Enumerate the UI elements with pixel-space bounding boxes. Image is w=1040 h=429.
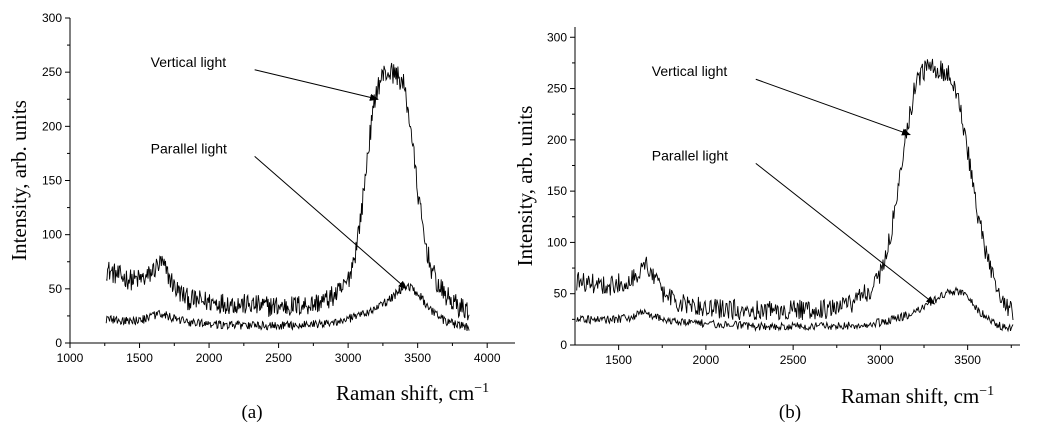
annotation-parallel-light: Parallel light (151, 140, 227, 156)
x-axis-title: Raman shift, cm−1 (841, 384, 994, 408)
annotation-vertical-light: Vertical light (652, 63, 728, 79)
chart-panel-a: 0 50 100 150 200 250 300 1000 1500 2000 2500 3000 35… (7, 11, 515, 423)
panel-label: (a) (241, 402, 262, 423)
y-axis-title: Intensity, arb. units (513, 106, 537, 267)
y-tick-label: 250 (42, 65, 62, 79)
annotation-arrow (254, 156, 408, 290)
y-tick-label: 50 (554, 287, 568, 301)
y-tick-label: 100 (547, 235, 567, 249)
x-tick-label: 3500 (404, 351, 431, 365)
annotation-vertical-light: Vertical light (151, 54, 227, 70)
y-tick-label: 250 (547, 82, 567, 96)
x-tick-label: 1500 (126, 351, 153, 365)
y-tick-label: 150 (42, 174, 62, 188)
series-parallel-light (105, 282, 470, 332)
panel-label: (b) (779, 402, 801, 423)
series-vertical-light (105, 62, 470, 321)
y-tick-label: 100 (42, 228, 62, 242)
y-tick-label: 300 (547, 30, 567, 44)
chart-panel-b: 0 50 100 150 200 250 300 1500 2000 2500 3000 3500 Ve… (513, 27, 1020, 423)
y-tick-label: 50 (49, 282, 63, 296)
annotation-arrow (755, 162, 936, 305)
x-tick-label: 1500 (605, 353, 632, 367)
x-tick-label: 4000 (474, 351, 501, 365)
x-tick-label: 2000 (196, 351, 223, 365)
y-tick-label: 0 (55, 336, 62, 350)
x-tick-label: 3000 (867, 353, 894, 367)
x-tick-label: 2500 (780, 353, 807, 367)
x-tick-label: 2000 (693, 353, 720, 367)
x-tick-label: 2500 (265, 351, 292, 365)
x-axis-title: Raman shift, cm−1 (336, 381, 489, 405)
y-tick-label: 0 (560, 338, 567, 352)
y-tick-label: 200 (547, 133, 567, 147)
x-tick-label: 3500 (954, 353, 981, 367)
annotation-arrow (755, 78, 911, 136)
y-axis-title: Intensity, arb. units (7, 100, 31, 261)
annotation-arrow (254, 69, 379, 101)
annotation-parallel-light: Parallel light (652, 147, 728, 163)
y-tick-label: 200 (42, 119, 62, 133)
series-vertical-light (576, 58, 1014, 321)
y-tick-label: 300 (42, 11, 62, 25)
x-tick-label: 3000 (335, 351, 362, 365)
series-parallel-light (576, 286, 1014, 333)
x-tick-label: 1000 (57, 351, 84, 365)
y-tick-label: 150 (547, 184, 567, 198)
